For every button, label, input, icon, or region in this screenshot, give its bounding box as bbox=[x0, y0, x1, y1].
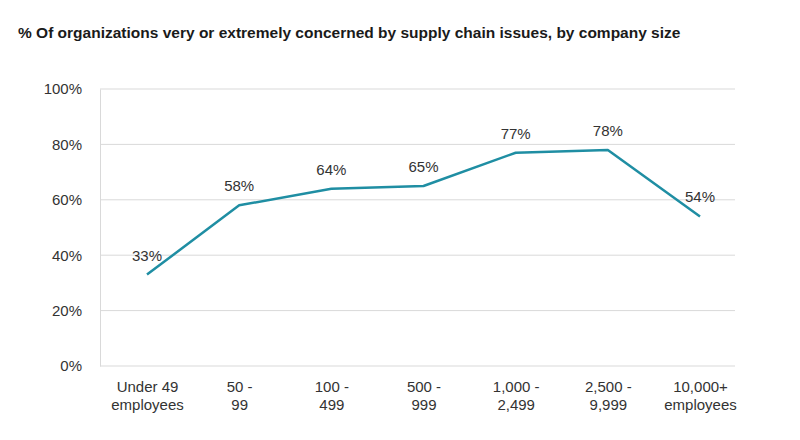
data-label: 33% bbox=[132, 247, 162, 264]
chart: % Of organizations very or extremely con… bbox=[0, 0, 800, 440]
x-tick: 2,500 -9,999 bbox=[585, 366, 632, 413]
y-axis-line bbox=[100, 90, 101, 367]
x-axis: Under 49employees 50 -99 100 -499 500 -999 1… bbox=[111, 366, 737, 413]
x-tick: 500 -999 bbox=[407, 366, 441, 413]
x-tick-label: 50 -99 bbox=[227, 378, 253, 414]
y-tick: 0% bbox=[60, 357, 100, 374]
data-labels: 33% 58% 64% 65% 77% 78% 54% bbox=[132, 122, 715, 264]
x-tick-label: Under 49employees bbox=[111, 378, 184, 414]
data-label: 58% bbox=[224, 177, 254, 194]
grid-line bbox=[100, 144, 735, 145]
data-label: 64% bbox=[316, 161, 346, 178]
title: % Of organizations very or extremely con… bbox=[18, 24, 681, 41]
y-tick-label: 100% bbox=[44, 80, 82, 97]
y-tick: 60% bbox=[52, 191, 100, 208]
x-tick-label: 100 -499 bbox=[315, 378, 349, 414]
y-tick-label: 40% bbox=[52, 247, 82, 264]
x-tick: 50 -99 bbox=[227, 366, 253, 413]
grid-line bbox=[100, 366, 735, 367]
y-tick: 40% bbox=[52, 247, 100, 264]
y-tick-label: 80% bbox=[52, 136, 82, 153]
x-tick: 10,000+employees bbox=[664, 366, 737, 413]
y-tick-label: 0% bbox=[60, 357, 82, 374]
x-tick: 100 -499 bbox=[315, 366, 349, 413]
y-tick: 100% bbox=[44, 80, 100, 97]
y-tick: 80% bbox=[52, 136, 100, 153]
x-tick-label: 2,500 -9,999 bbox=[585, 378, 632, 414]
grid-line bbox=[100, 255, 735, 256]
x-tick-label: 500 -999 bbox=[407, 378, 441, 414]
data-label: 77% bbox=[501, 125, 531, 142]
y-tick-label: 60% bbox=[52, 191, 82, 208]
x-tick: 1,000 -2,499 bbox=[493, 366, 540, 413]
grid-line bbox=[100, 89, 735, 90]
grid-line bbox=[100, 310, 735, 311]
grid-line bbox=[100, 199, 735, 200]
y-axis: 0% 20% 40% 60% 80% 100% bbox=[44, 80, 101, 374]
y-tick: 20% bbox=[52, 302, 100, 319]
data-label: 54% bbox=[685, 188, 715, 205]
y-tick-label: 20% bbox=[52, 302, 82, 319]
plot-area bbox=[147, 150, 700, 275]
data-label: 65% bbox=[408, 158, 438, 175]
grid bbox=[100, 89, 735, 366]
x-tick-label: 1,000 -2,499 bbox=[493, 378, 540, 414]
x-tick: Under 49employees bbox=[111, 366, 184, 413]
data-label: 78% bbox=[593, 122, 623, 139]
data-line bbox=[147, 150, 700, 275]
x-tick-label: 10,000+employees bbox=[664, 378, 737, 414]
